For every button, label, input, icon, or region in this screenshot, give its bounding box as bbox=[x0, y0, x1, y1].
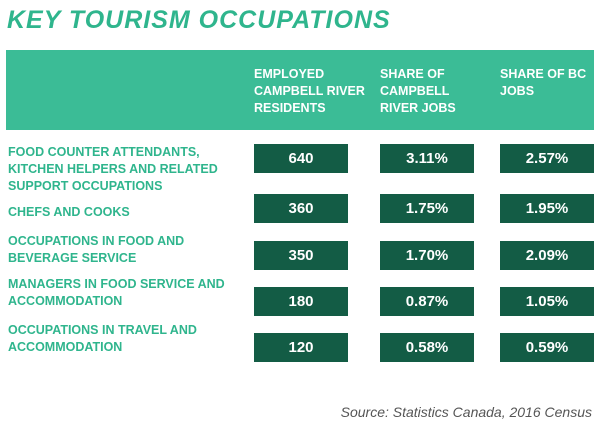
row-label: MANAGERS IN FOOD SERVICE AND ACCOMMODATI… bbox=[8, 277, 225, 308]
table-cell: 1.95% bbox=[500, 194, 594, 223]
table-cell: 0.87% bbox=[380, 287, 474, 316]
table-cell: 120 bbox=[254, 333, 348, 362]
row-label: CHEFS AND COOKS bbox=[8, 205, 130, 219]
table-cell: 350 bbox=[254, 241, 348, 270]
row-label: FOOD COUNTER ATTENDANTS, KITCHEN HELPERS… bbox=[8, 145, 218, 193]
row-label: OCCUPATIONS IN FOOD AND BEVERAGE SERVICE bbox=[8, 234, 185, 265]
table-cell: 180 bbox=[254, 287, 348, 316]
column-header: SHARE OF BC JOBS bbox=[500, 67, 587, 98]
source-note: Source: Statistics Canada, 2016 Census bbox=[340, 404, 592, 420]
table-cell: 0.59% bbox=[500, 333, 594, 362]
column-header: SHARE OF CAMPBELL RIVER JOBS bbox=[380, 67, 456, 115]
table-cell: 0.58% bbox=[380, 333, 474, 362]
column-header: EMPLOYED CAMPBELL RIVER RESIDENTS bbox=[254, 67, 365, 115]
table-cell: 1.05% bbox=[500, 287, 594, 316]
table-cell: 640 bbox=[254, 144, 348, 173]
table-header-band bbox=[6, 50, 594, 130]
table-cell: 2.09% bbox=[500, 241, 594, 270]
table-cell: 1.70% bbox=[380, 241, 474, 270]
table-cell: 1.75% bbox=[380, 194, 474, 223]
table-cell: 3.11% bbox=[380, 144, 474, 173]
table-cell: 360 bbox=[254, 194, 348, 223]
page-title: KEY TOURISM OCCUPATIONS bbox=[7, 6, 391, 34]
table-cell: 2.57% bbox=[500, 144, 594, 173]
row-label: OCCUPATIONS IN TRAVEL AND ACCOMMODATION bbox=[8, 323, 197, 354]
